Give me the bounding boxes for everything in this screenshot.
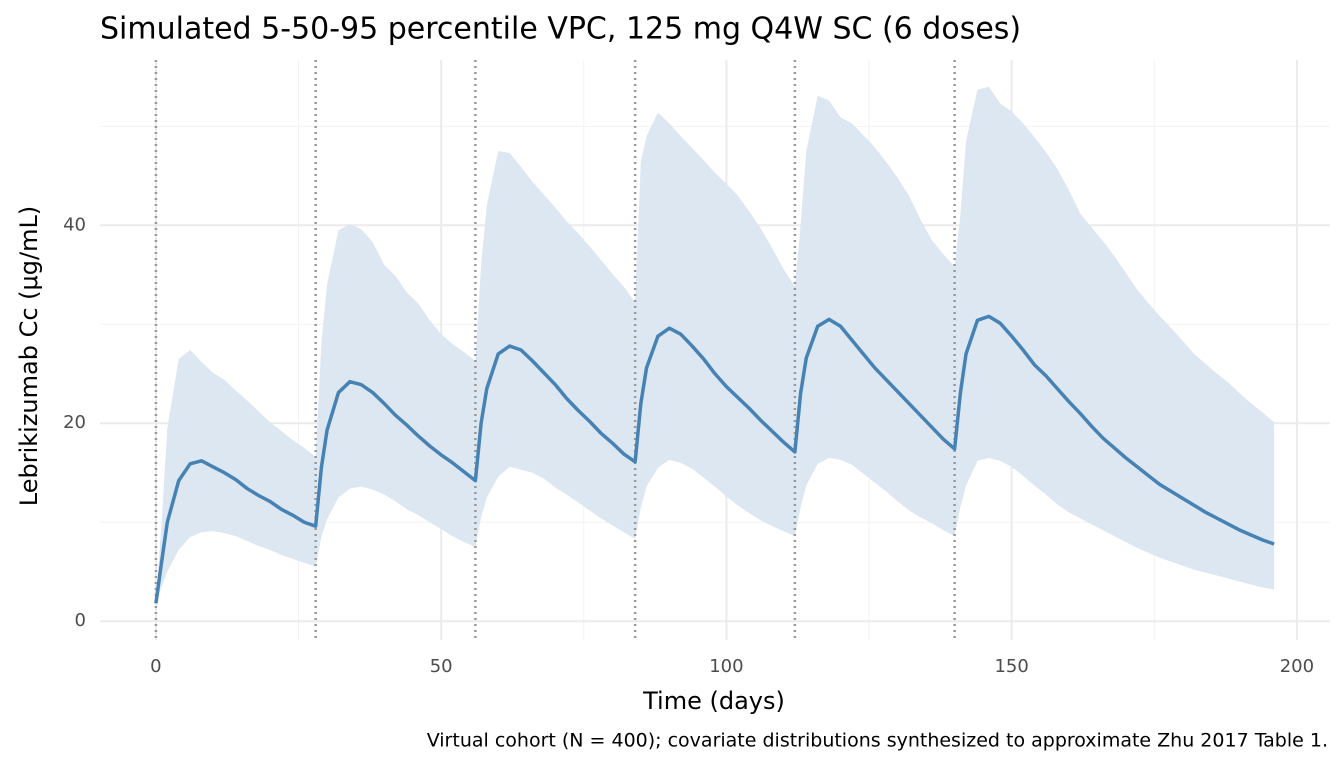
- x-axis-label: Time (days): [642, 687, 785, 715]
- caption: Virtual cohort (N = 400); covariate dist…: [427, 730, 1328, 752]
- chart-title: Simulated 5-50-95 percentile VPC, 125 mg…: [100, 12, 1021, 47]
- x-tick-label: 200: [1280, 656, 1314, 677]
- x-tick-label: 100: [709, 656, 743, 677]
- x-tick-label: 150: [994, 656, 1028, 677]
- x-tick-label: 50: [430, 656, 453, 677]
- x-tick-label: 0: [150, 656, 161, 677]
- percentile-band: [155, 86, 1275, 604]
- y-axis-label: Lebrikizumab Cc (μg/mL): [15, 206, 43, 506]
- y-tick-label: 0: [75, 610, 86, 631]
- y-tick-label: 40: [63, 214, 86, 235]
- y-tick-label: 20: [63, 412, 86, 433]
- median-line: [154, 314, 1275, 604]
